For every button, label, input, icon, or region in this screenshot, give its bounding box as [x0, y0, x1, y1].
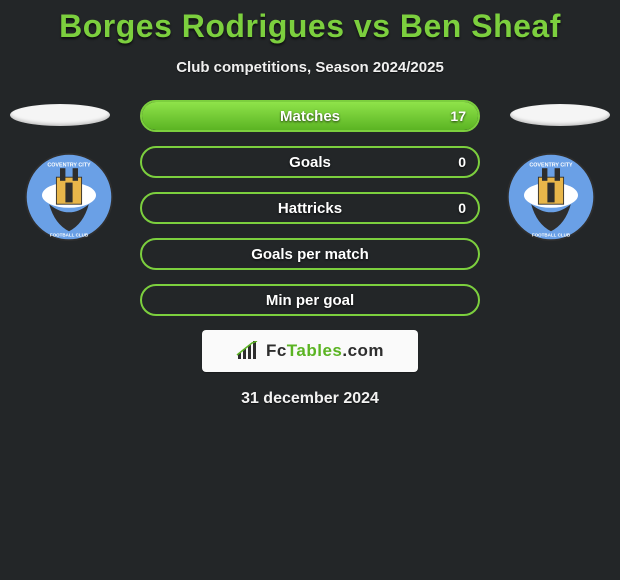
- comparison-arena: COVENTRY CITY FOOTBALL CLUB COVENTRY CIT…: [0, 100, 620, 408]
- stat-row: 17Matches: [140, 100, 480, 132]
- stat-fill-right: [142, 102, 478, 130]
- stat-rows-container: 17Matches0Goals0HattricksGoals per match…: [140, 100, 480, 316]
- brand-watermark: FcTables.com: [202, 330, 418, 372]
- stat-row: Goals per match: [140, 238, 480, 270]
- svg-text:COVENTRY CITY: COVENTRY CITY: [529, 162, 573, 168]
- stat-label: Goals: [142, 148, 478, 176]
- stat-label: Hattricks: [142, 194, 478, 222]
- stat-label: Min per goal: [142, 286, 478, 314]
- svg-text:FOOTBALL CLUB: FOOTBALL CLUB: [50, 233, 89, 238]
- brand-tables: Tables: [287, 341, 343, 360]
- club-crest-left: COVENTRY CITY FOOTBALL CLUB: [24, 152, 114, 242]
- club-crest-right: COVENTRY CITY FOOTBALL CLUB: [506, 152, 596, 242]
- comparison-title: Borges Rodrigues vs Ben Sheaf: [0, 0, 620, 45]
- svg-text:FOOTBALL CLUB: FOOTBALL CLUB: [532, 233, 571, 238]
- stat-value-right: 0: [458, 194, 466, 222]
- stat-row: 0Hattricks: [140, 192, 480, 224]
- stat-label: Goals per match: [142, 240, 478, 268]
- stat-row: 0Goals: [140, 146, 480, 178]
- player-right-disc: [510, 104, 610, 126]
- brand-fc: Fc: [266, 341, 287, 360]
- svg-text:COVENTRY CITY: COVENTRY CITY: [47, 162, 91, 168]
- stat-row: Min per goal: [140, 284, 480, 316]
- comparison-subtitle: Club competitions, Season 2024/2025: [0, 59, 620, 76]
- brand-text: FcTables.com: [266, 341, 384, 361]
- player-left-disc: [10, 104, 110, 126]
- brand-com: .com: [342, 341, 384, 360]
- stat-value-right: 17: [450, 102, 466, 130]
- bar-chart-icon: [236, 341, 260, 361]
- stat-value-right: 0: [458, 148, 466, 176]
- shield-icon: COVENTRY CITY FOOTBALL CLUB: [24, 152, 114, 242]
- shield-icon: COVENTRY CITY FOOTBALL CLUB: [506, 152, 596, 242]
- snapshot-date: 31 december 2024: [0, 390, 620, 408]
